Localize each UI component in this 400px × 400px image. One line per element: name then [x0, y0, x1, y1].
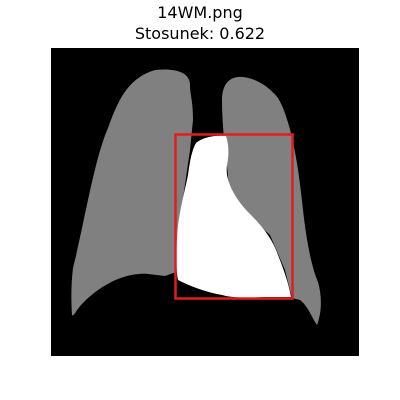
- figure: 14WM.png Stosunek: 0.622: [0, 0, 400, 400]
- segmentation-image: [0, 0, 400, 400]
